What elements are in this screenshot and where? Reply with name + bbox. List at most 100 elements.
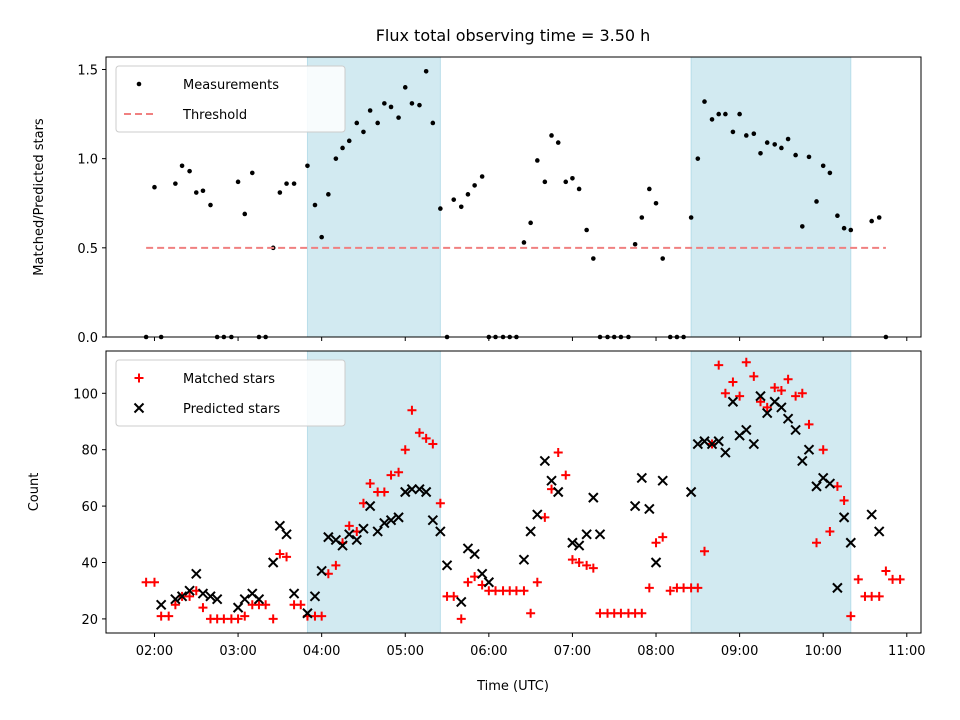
data-point: [702, 99, 707, 104]
data-point: [800, 224, 805, 229]
data-point: [309, 591, 321, 602]
data-point: [714, 360, 724, 370]
data-point: [841, 225, 847, 231]
data-point: [574, 558, 584, 567]
data-point: [187, 168, 192, 174]
data-point: [869, 218, 874, 224]
data-point: [435, 498, 445, 508]
data-point: [491, 586, 501, 596]
data-point: [465, 192, 471, 197]
data-point: [184, 585, 195, 596]
data-point: [281, 529, 292, 540]
data-point: [170, 600, 180, 610]
data-point: [417, 102, 422, 108]
data-point: [888, 574, 898, 584]
data-point: [400, 486, 411, 498]
x-tick-label: 09:00: [721, 644, 758, 659]
data-point: [451, 197, 457, 202]
legend: Matched stars Predicted stars: [115, 359, 346, 427]
legend: Measurements Threshold: [115, 65, 346, 133]
x-tick-label: 06:00: [470, 644, 507, 659]
data-point: [385, 514, 397, 526]
data-point: [688, 215, 694, 220]
data-point: [176, 591, 188, 602]
data-point: [326, 192, 331, 197]
data-point: [402, 85, 408, 90]
y-axis-label: Count: [27, 473, 42, 512]
data-point: [866, 509, 877, 520]
data-point: [835, 213, 840, 219]
data-point: [595, 608, 605, 618]
data-point: [205, 591, 216, 602]
data-point: [479, 174, 485, 179]
data-point: [588, 492, 599, 503]
data-point: [762, 402, 772, 412]
series-predicted-stars: [155, 390, 885, 619]
data-point: [519, 586, 529, 596]
data-point: [713, 436, 724, 447]
data-point: [458, 204, 464, 210]
data-point: [208, 202, 213, 208]
data-point: [427, 514, 439, 526]
data-point: [539, 455, 551, 467]
data-point: [660, 256, 666, 261]
x-tick-label: 05:00: [387, 644, 424, 659]
data-point: [720, 447, 731, 458]
x-tick-label: 07:00: [554, 644, 591, 659]
data-point: [430, 120, 436, 126]
data-point: [532, 509, 543, 520]
data-point: [284, 181, 289, 186]
y-tick-label: 60: [81, 500, 98, 515]
data-point: [793, 152, 798, 158]
data-point: [749, 371, 759, 381]
data-point: [170, 593, 181, 605]
x-tick-label: 08:00: [637, 644, 674, 659]
data-point: [576, 186, 582, 192]
y-tick-label: 100: [73, 387, 98, 402]
data-point: [632, 241, 638, 247]
data-point: [185, 591, 195, 601]
data-point: [396, 115, 401, 120]
data-point: [616, 608, 626, 618]
data-point: [737, 111, 742, 117]
x-tick-label: 03:00: [219, 644, 256, 659]
data-point: [727, 396, 739, 407]
data-point: [782, 413, 794, 424]
count-panel: 20 40 60 80 100 02:00 03:00 04:00 05:00 06:00 07:0…: [27, 350, 926, 659]
data-point: [152, 184, 157, 190]
legend-box: [115, 65, 346, 133]
data-point: [818, 445, 828, 455]
data-point: [268, 614, 278, 624]
data-point: [469, 548, 480, 560]
data-point: [428, 439, 438, 449]
data-point: [772, 142, 778, 147]
data-point: [895, 574, 905, 584]
legend-swatch: [133, 402, 145, 414]
data-point: [657, 475, 668, 486]
data-point: [723, 111, 728, 117]
data-point: [785, 136, 791, 142]
data-point: [573, 540, 585, 551]
data-point: [382, 101, 387, 106]
data-point: [261, 600, 271, 610]
data-point: [776, 385, 786, 395]
data-point: [814, 199, 819, 204]
data-point: [409, 101, 415, 106]
data-point: [449, 591, 459, 601]
data-point: [699, 436, 710, 447]
data-point: [526, 608, 536, 618]
data-point: [881, 566, 891, 576]
data-point: [806, 154, 812, 160]
data-point: [748, 438, 760, 450]
data-point: [277, 190, 283, 195]
data-point: [848, 227, 854, 233]
data-point: [354, 120, 360, 126]
data-point: [375, 120, 380, 126]
data-point: [728, 377, 738, 387]
data-point: [319, 234, 324, 240]
data-point: [825, 526, 835, 536]
data-point: [644, 503, 655, 515]
data-point: [582, 560, 592, 570]
data-point: [570, 175, 575, 181]
x-tick-label: 10:00: [804, 644, 841, 659]
